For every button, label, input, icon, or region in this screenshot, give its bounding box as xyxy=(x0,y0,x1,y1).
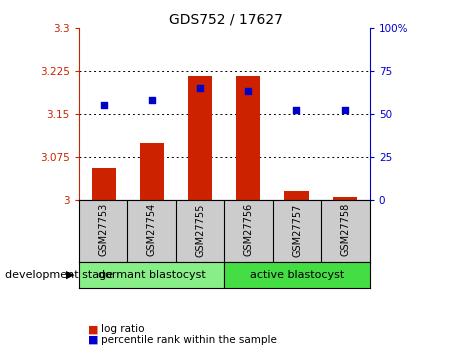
Text: GSM27756: GSM27756 xyxy=(244,203,253,256)
Text: log ratio: log ratio xyxy=(101,325,145,334)
Bar xyxy=(140,142,164,200)
Bar xyxy=(79,262,225,288)
Text: ■: ■ xyxy=(88,325,98,334)
Text: percentile rank within the sample: percentile rank within the sample xyxy=(101,335,277,345)
Text: GSM27758: GSM27758 xyxy=(341,203,350,256)
Point xyxy=(197,85,204,91)
Point xyxy=(149,97,156,103)
Point xyxy=(341,108,348,113)
Text: ■: ■ xyxy=(88,335,98,345)
Point xyxy=(101,102,108,108)
Text: active blastocyst: active blastocyst xyxy=(250,270,344,280)
Bar xyxy=(92,168,116,200)
Bar xyxy=(236,77,260,200)
Text: dormant blastocyst: dormant blastocyst xyxy=(98,270,206,280)
Bar xyxy=(189,77,212,200)
Bar xyxy=(225,262,370,288)
Bar xyxy=(332,197,357,200)
Text: GSM27755: GSM27755 xyxy=(195,203,205,257)
Text: development stage: development stage xyxy=(5,270,113,280)
Text: GSM27753: GSM27753 xyxy=(98,203,108,256)
Point xyxy=(245,89,252,94)
Bar xyxy=(285,191,308,200)
Text: GSM27754: GSM27754 xyxy=(147,203,156,256)
Point xyxy=(293,108,300,113)
Text: GSM27757: GSM27757 xyxy=(292,203,302,257)
Text: GDS752 / 17627: GDS752 / 17627 xyxy=(169,12,282,26)
Text: ▶: ▶ xyxy=(66,270,74,280)
